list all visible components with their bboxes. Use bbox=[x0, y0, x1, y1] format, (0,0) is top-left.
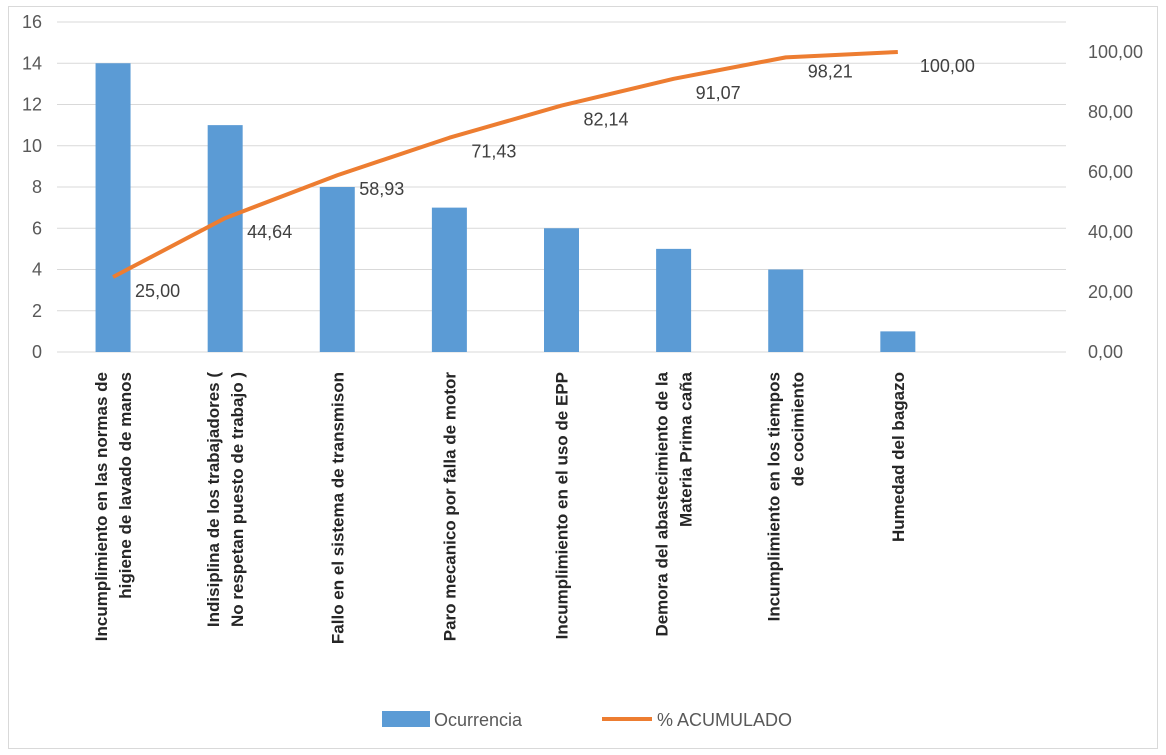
chart-frame bbox=[8, 6, 1158, 749]
right-axis-tick-label: 0,00 bbox=[1088, 342, 1123, 362]
category-label-line: Fallo en el sistema de transmison bbox=[328, 372, 347, 644]
legend: Ocurrencia % ACUMULADO bbox=[382, 710, 792, 730]
category-labels: Incumplimiento en las normas de higiene d… bbox=[92, 371, 908, 644]
category-label: Incumplimiento en las normas de higiene d… bbox=[92, 372, 135, 641]
bar-series bbox=[95, 63, 916, 352]
line-data-label: 98,21 bbox=[808, 61, 853, 81]
right-axis-ticks: 0,00 20,00 40,00 60,00 80,00 100,00 bbox=[1088, 42, 1143, 362]
category-label: Incumplimiento en el uso de EPP bbox=[553, 372, 572, 639]
line-data-label: 82,14 bbox=[584, 110, 629, 130]
category-label-line: Paro mecanico por falla de motor bbox=[440, 372, 459, 642]
category-label-line: No respetan puesto de trabajo ) bbox=[228, 372, 247, 627]
category-label: Incumplimiento en los tiempos de cocimien… bbox=[765, 372, 808, 621]
category-label-line: higiene de lavado de manos bbox=[116, 372, 135, 599]
left-axis-tick-label: 16 bbox=[22, 12, 42, 32]
left-axis-tick-label: 12 bbox=[22, 95, 42, 115]
category-label-line: Incumplimiento en los tiempos bbox=[765, 372, 784, 621]
left-axis-tick-label: 10 bbox=[22, 136, 42, 156]
category-label-line: Humedad del bagazo bbox=[889, 372, 908, 542]
category-label: Indisiplina de los trabajadores ( No resp… bbox=[204, 372, 247, 627]
left-axis-ticks: 0 2 4 6 8 10 12 14 16 bbox=[22, 12, 42, 362]
category-label-line: Demora del abastecimiento de la bbox=[653, 371, 672, 636]
left-axis-tick-label: 14 bbox=[22, 53, 42, 73]
line-data-labels: 25,00 44,64 58,93 71,43 82,14 91,07 98,21 100,0… bbox=[135, 56, 975, 301]
bar-ocurrencia bbox=[656, 248, 692, 352]
bar-ocurrencia bbox=[768, 269, 804, 352]
bar-ocurrencia bbox=[544, 228, 579, 352]
category-label: Fallo en el sistema de transmison bbox=[328, 372, 347, 644]
category-label-line: de cocimiento bbox=[789, 372, 808, 486]
category-label-line: Materia Prima caña bbox=[677, 371, 696, 527]
bar-ocurrencia bbox=[880, 331, 916, 352]
line-acumulado bbox=[112, 50, 898, 279]
line-data-label: 44,64 bbox=[247, 222, 292, 242]
left-axis-tick-label: 0 bbox=[32, 342, 42, 362]
legend-label-acumulado: % ACUMULADO bbox=[657, 710, 792, 730]
category-label: Demora del abastecimiento de la Materia P… bbox=[653, 371, 696, 636]
line-data-label: 58,93 bbox=[359, 179, 404, 199]
right-axis-tick-label: 100,00 bbox=[1088, 42, 1143, 62]
left-axis-tick-label: 6 bbox=[32, 218, 42, 238]
line-series bbox=[112, 50, 898, 279]
left-axis-tick-label: 2 bbox=[32, 301, 42, 321]
category-label: Humedad del bagazo bbox=[889, 372, 908, 542]
right-axis-tick-label: 80,00 bbox=[1088, 102, 1133, 122]
line-data-label: 91,07 bbox=[696, 83, 741, 103]
bar-ocurrencia bbox=[95, 63, 131, 352]
legend-label-ocurrencia: Ocurrencia bbox=[434, 710, 523, 730]
left-axis-tick-label: 4 bbox=[32, 260, 42, 280]
line-data-label: 100,00 bbox=[920, 56, 975, 76]
category-label-line: Indisiplina de los trabajadores ( bbox=[204, 372, 223, 627]
legend-swatch-ocurrencia bbox=[382, 711, 430, 727]
right-axis-tick-label: 40,00 bbox=[1088, 222, 1133, 242]
line-data-label: 71,43 bbox=[471, 142, 516, 162]
left-axis-tick-label: 8 bbox=[32, 177, 42, 197]
category-label: Paro mecanico por falla de motor bbox=[440, 372, 459, 642]
line-data-label: 25,00 bbox=[135, 281, 180, 301]
bar-ocurrencia bbox=[207, 125, 243, 352]
right-axis-tick-label: 20,00 bbox=[1088, 282, 1133, 302]
category-label-line: Incumplimiento en el uso de EPP bbox=[553, 372, 572, 639]
right-axis-tick-label: 60,00 bbox=[1088, 162, 1133, 182]
bar-ocurrencia bbox=[319, 187, 355, 352]
category-label-line: Incumplimiento en las normas de bbox=[92, 372, 111, 641]
bar-ocurrencia bbox=[431, 207, 467, 352]
